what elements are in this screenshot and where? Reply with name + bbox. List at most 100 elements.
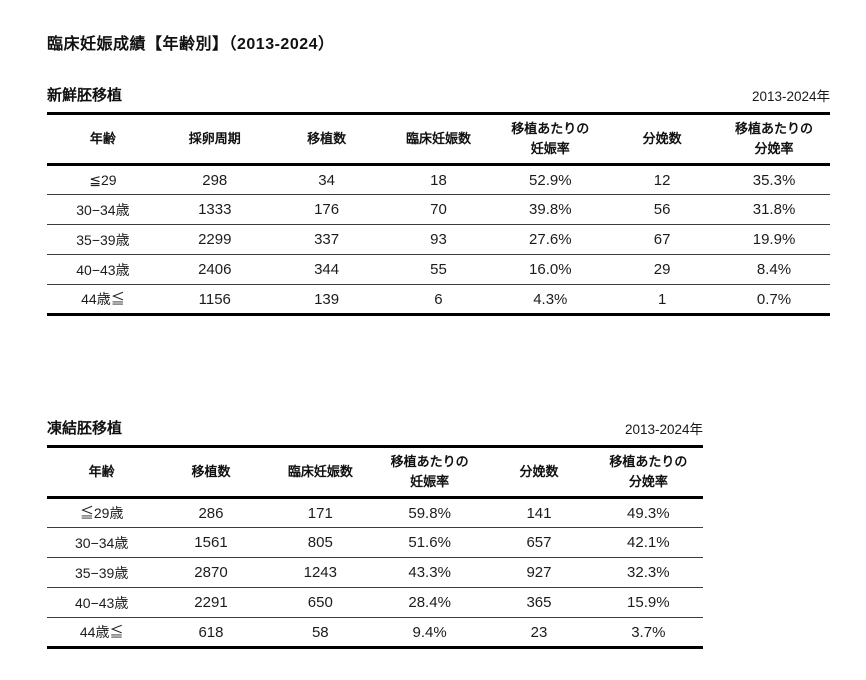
frozen-embryo-section: 凍結胚移植 2013-2024年 年齢 移植数 臨床妊娠数 移植あたりの 妊娠率… <box>47 417 703 649</box>
col-header-pregnancy-rate: 移植あたりの 妊娠率 <box>511 120 590 156</box>
cell-egg-retrieval-cycles: 2299 <box>198 231 232 248</box>
cell-delivery-rate: 19.9% <box>752 231 796 248</box>
col-header-age: 年齢 <box>89 130 116 146</box>
cell-clinical-pregnancies: 6 <box>434 290 443 308</box>
cell-deliveries: 23 <box>530 623 548 641</box>
col-header-deliveries: 分娩数 <box>642 130 682 146</box>
cell-transfers: 2870 <box>194 564 228 581</box>
col-header-delivery-rate: 移植あたりの 分娩率 <box>735 120 814 156</box>
col-header-delivery-rate: 移植あたりの 分娩率 <box>609 453 688 489</box>
cell-delivery-rate: 32.3% <box>627 564 670 581</box>
cell-pregnancy-rate: 43.3% <box>408 564 451 581</box>
cell-delivery-rate: 42.1% <box>627 534 670 551</box>
cell-age: 30−34歳 <box>75 534 129 551</box>
cell-clinical-pregnancies: 58 <box>311 623 329 641</box>
cell-age: 35−39歳 <box>76 231 130 248</box>
cell-pregnancy-rate: 28.4% <box>408 594 451 611</box>
col-header-deliveries: 分娩数 <box>519 463 559 479</box>
table-row: 44歳≦ 618 58 9.4% 23 3.7% <box>47 618 703 648</box>
cell-delivery-rate: 49.3% <box>627 504 670 522</box>
cell-deliveries: 365 <box>526 594 552 611</box>
col-header-transfers: 移植数 <box>191 463 231 479</box>
cell-clinical-pregnancies: 93 <box>430 231 447 248</box>
table-row: 35−39歳 2870 1243 43.3% 927 32.3% <box>47 558 703 588</box>
cell-clinical-pregnancies: 805 <box>307 534 333 551</box>
fresh-header-row: 年齢 採卵周期 移植数 臨床妊娠数 移植あたりの 妊娠率 分娩数 移植あたりの … <box>47 113 830 165</box>
cell-age: 35−39歳 <box>75 564 129 581</box>
cell-deliveries: 927 <box>526 564 552 581</box>
cell-transfers: 337 <box>314 231 340 248</box>
cell-deliveries: 657 <box>526 534 552 551</box>
cell-transfers: 176 <box>314 201 340 218</box>
cell-transfers: 1561 <box>194 534 228 551</box>
fresh-embryo-section: 新鮮胚移植 2013-2024年 年齢 採卵周期 移植数 臨床妊娠数 移植あたり… <box>47 84 830 316</box>
cell-pregnancy-rate: 27.6% <box>529 231 572 248</box>
cell-pregnancy-rate: 59.8% <box>408 504 451 522</box>
cell-transfers: 618 <box>198 623 224 641</box>
cell-age: ≦29歳 <box>79 505 124 521</box>
cell-age: 44歳≦ <box>79 624 124 640</box>
table-row: 30−34歳 1561 805 51.6% 657 42.1% <box>47 528 703 558</box>
cell-pregnancy-rate: 4.3% <box>533 290 568 308</box>
cell-clinical-pregnancies: 18 <box>430 171 447 189</box>
fresh-embryo-table: 年齢 採卵周期 移植数 臨床妊娠数 移植あたりの 妊娠率 分娩数 移植あたりの … <box>47 112 830 316</box>
col-header-clinical-pregnancies: 臨床妊娠数 <box>405 130 471 146</box>
cell-deliveries: 141 <box>526 504 552 522</box>
table-row: ≦29 298 34 18 52.9% 12 35.3% <box>47 165 830 195</box>
cell-deliveries: 12 <box>653 171 671 189</box>
cell-delivery-rate: 31.8% <box>752 201 796 218</box>
frozen-period-label: 2013-2024年 <box>624 422 703 437</box>
cell-delivery-rate: 0.7% <box>756 290 792 308</box>
frozen-caption-row: 凍結胚移植 2013-2024年 <box>47 417 703 438</box>
cell-age: 40−43歳 <box>75 594 129 611</box>
cell-pregnancy-rate: 51.6% <box>408 534 451 551</box>
cell-transfers: 286 <box>198 504 224 522</box>
cell-pregnancy-rate: 16.0% <box>529 261 572 278</box>
col-header-pregnancy-rate: 移植あたりの 妊娠率 <box>390 453 469 489</box>
cell-deliveries: 1 <box>657 290 667 308</box>
cell-delivery-rate: 15.9% <box>627 594 670 611</box>
cell-transfers: 2291 <box>194 594 228 611</box>
col-header-transfers: 移植数 <box>307 130 347 146</box>
table-row: 35−39歳 2299 337 93 27.6% 67 19.9% <box>47 225 830 255</box>
cell-delivery-rate: 8.4% <box>756 261 792 278</box>
cell-age: 40−43歳 <box>76 261 130 278</box>
cell-clinical-pregnancies: 171 <box>307 504 333 522</box>
cell-pregnancy-rate: 52.9% <box>529 171 572 189</box>
cell-deliveries: 67 <box>653 231 671 248</box>
cell-egg-retrieval-cycles: 298 <box>202 171 228 189</box>
cell-delivery-rate: 35.3% <box>752 171 796 189</box>
cell-age: ≦29 <box>89 171 117 188</box>
frozen-embryo-table: 年齢 移植数 臨床妊娠数 移植あたりの 妊娠率 分娩数 移植あたりの 分娩率 ≦… <box>47 445 703 649</box>
col-header-egg-retrieval-cycles: 採卵周期 <box>188 130 241 146</box>
table-row: ≦29歳 286 171 59.8% 141 49.3% <box>47 498 703 528</box>
cell-pregnancy-rate: 9.4% <box>412 623 447 641</box>
col-header-age: 年齢 <box>88 463 115 479</box>
cell-clinical-pregnancies: 1243 <box>303 564 337 581</box>
cell-egg-retrieval-cycles: 1333 <box>198 201 232 218</box>
cell-transfers: 139 <box>314 290 340 308</box>
cell-clinical-pregnancies: 650 <box>307 594 333 611</box>
table-row: 30−34歳 1333 176 70 39.8% 56 31.8% <box>47 195 830 225</box>
table-row: 40−43歳 2406 344 55 16.0% 29 8.4% <box>47 255 830 285</box>
cell-clinical-pregnancies: 55 <box>430 261 447 278</box>
fresh-caption-row: 新鮮胚移植 2013-2024年 <box>47 84 830 105</box>
table-row: 40−43歳 2291 650 28.4% 365 15.9% <box>47 588 703 618</box>
frozen-section-label: 凍結胚移植 <box>47 420 123 437</box>
cell-egg-retrieval-cycles: 1156 <box>198 290 231 308</box>
col-header-clinical-pregnancies: 臨床妊娠数 <box>287 463 353 479</box>
cell-age: 44歳≦ <box>81 291 125 307</box>
table-row: 44歳≦ 1156 139 6 4.3% 1 0.7% <box>47 285 830 315</box>
cell-transfers: 34 <box>318 171 335 189</box>
page-title: 臨床妊娠成績【年齢別】（2013-2024） <box>47 36 335 53</box>
fresh-section-label: 新鮮胚移植 <box>47 87 123 104</box>
cell-clinical-pregnancies: 70 <box>430 201 447 218</box>
cell-age: 30−34歳 <box>76 201 130 218</box>
cell-deliveries: 29 <box>653 261 671 278</box>
cell-pregnancy-rate: 39.8% <box>529 201 572 218</box>
frozen-header-row: 年齢 移植数 臨床妊娠数 移植あたりの 妊娠率 分娩数 移植あたりの 分娩率 <box>47 446 703 498</box>
cell-deliveries: 56 <box>653 201 671 218</box>
cell-delivery-rate: 3.7% <box>631 623 666 641</box>
cell-transfers: 344 <box>314 261 340 278</box>
fresh-period-label: 2013-2024年 <box>751 89 830 104</box>
